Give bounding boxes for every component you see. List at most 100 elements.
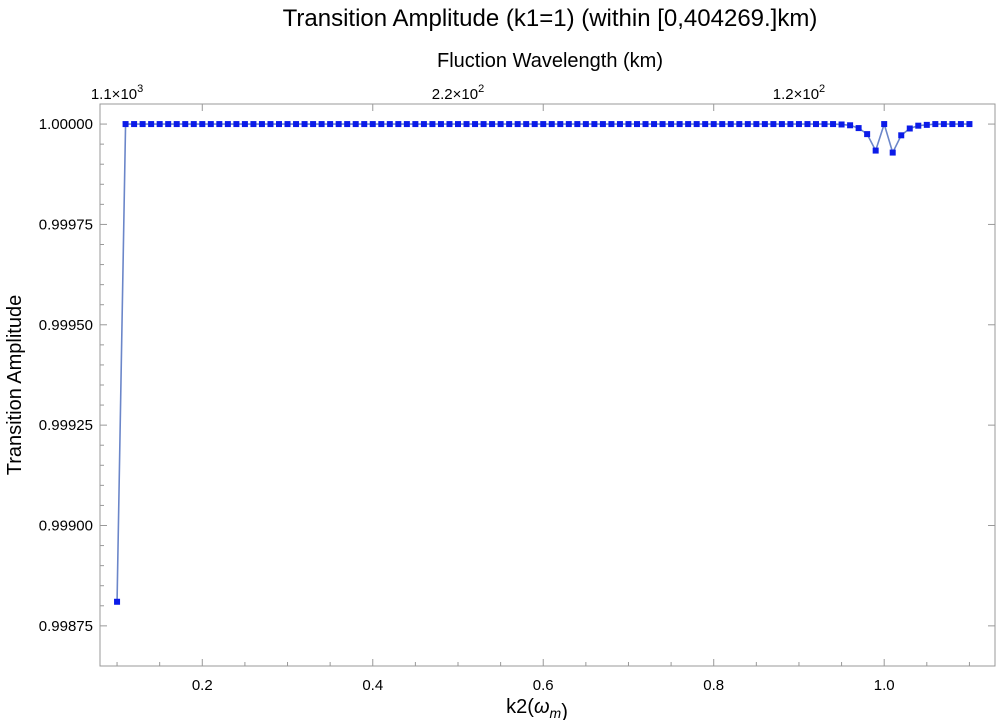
data-point — [668, 121, 675, 128]
data-point — [301, 121, 308, 128]
x-tick-label: 1.0 — [874, 677, 895, 694]
plot-frame — [99, 103, 996, 667]
data-point — [284, 121, 291, 128]
data-point — [420, 121, 427, 128]
data-point — [855, 125, 862, 132]
data-point — [335, 121, 342, 128]
data-point — [923, 121, 930, 128]
top-tick-label: 1.1×103 — [91, 83, 143, 103]
data-point — [165, 121, 172, 128]
data-point — [327, 121, 334, 128]
data-point — [514, 121, 521, 128]
data-point — [625, 121, 632, 128]
data-point — [778, 121, 785, 128]
data-point — [565, 121, 572, 128]
data-point — [761, 121, 768, 128]
data-point — [599, 121, 606, 128]
x-axis: 0.2 0.4 0.6 0.8 1.0 — [116, 104, 970, 694]
data-point — [736, 121, 743, 128]
data-point — [250, 121, 257, 128]
data-point — [199, 121, 206, 128]
x-tick-label: 0.4 — [362, 677, 383, 694]
y-tick-label: 0.99900 — [39, 518, 93, 535]
data-point — [369, 121, 376, 128]
series-points — [114, 121, 973, 605]
data-point — [557, 121, 564, 128]
data-point — [608, 121, 615, 128]
data-point — [497, 121, 504, 128]
data-point — [131, 121, 138, 128]
data-point — [506, 121, 513, 128]
data-point — [258, 121, 265, 128]
y-tick-label: 0.99925 — [39, 417, 93, 434]
data-point — [267, 121, 274, 128]
data-point — [361, 121, 368, 128]
data-point — [310, 121, 317, 128]
data-point — [685, 121, 692, 128]
y-tick-label: 1.00000 — [39, 116, 93, 133]
data-point — [898, 132, 905, 139]
data-point — [940, 121, 947, 128]
data-point — [472, 121, 479, 128]
data-point — [429, 121, 436, 128]
y-tick-label: 0.99975 — [39, 216, 93, 233]
data-point — [872, 147, 879, 154]
x-axis-title: k2(ωm) — [506, 696, 568, 720]
data-point — [591, 121, 598, 128]
data-point — [744, 121, 751, 128]
chart-title: Transition Amplitude (k1=1) (within [0,4… — [283, 5, 818, 32]
data-point — [659, 121, 666, 128]
data-point — [216, 121, 223, 128]
data-point — [276, 121, 282, 128]
data-point — [957, 121, 964, 128]
data-point — [114, 598, 121, 605]
data-point — [463, 121, 470, 128]
data-point — [446, 121, 453, 128]
data-point — [386, 121, 393, 128]
y-axis-title: Transition Amplitude — [4, 295, 26, 475]
data-point — [139, 121, 146, 128]
data-point — [770, 121, 777, 128]
top-tick-label: 2.2×102 — [432, 83, 484, 103]
data-point — [795, 121, 802, 128]
data-point — [719, 121, 726, 128]
data-point — [949, 121, 956, 128]
data-point — [932, 121, 939, 128]
data-point — [634, 121, 640, 128]
data-point — [821, 121, 828, 128]
data-point — [915, 122, 922, 129]
data-point — [182, 121, 189, 128]
data-point — [966, 121, 973, 128]
x-tick-label: 0.8 — [703, 677, 724, 694]
y-tick-label: 0.99875 — [39, 618, 93, 635]
data-point — [727, 121, 734, 128]
data-point — [241, 121, 248, 128]
data-point — [207, 121, 214, 128]
data-point — [830, 121, 837, 128]
data-point — [574, 121, 581, 128]
data-point — [455, 121, 461, 128]
data-point — [787, 121, 794, 128]
data-point — [531, 121, 538, 128]
y-axis: 0.99875 0.99900 0.99925 0.99950 0.99975 1.000… — [39, 116, 995, 635]
data-point — [344, 121, 351, 128]
data-point — [616, 121, 623, 128]
data-point — [651, 121, 658, 128]
top-axis-title: Fluction Wavelength (km) — [437, 50, 663, 72]
x-tick-label: 0.6 — [533, 677, 554, 694]
data-point — [906, 125, 913, 132]
data-point — [889, 149, 896, 156]
data-point — [540, 121, 547, 128]
data-point — [224, 121, 231, 128]
data-point — [702, 121, 709, 128]
data-point — [582, 121, 589, 128]
data-point — [710, 121, 717, 128]
data-point — [847, 122, 854, 129]
data-point — [693, 121, 700, 128]
data-point — [523, 121, 530, 128]
data-point — [676, 121, 683, 128]
top-axis-ticks: 1.1×103 2.2×102 1.2×102 — [91, 83, 825, 103]
data-point — [148, 121, 155, 128]
data-point — [864, 131, 871, 138]
